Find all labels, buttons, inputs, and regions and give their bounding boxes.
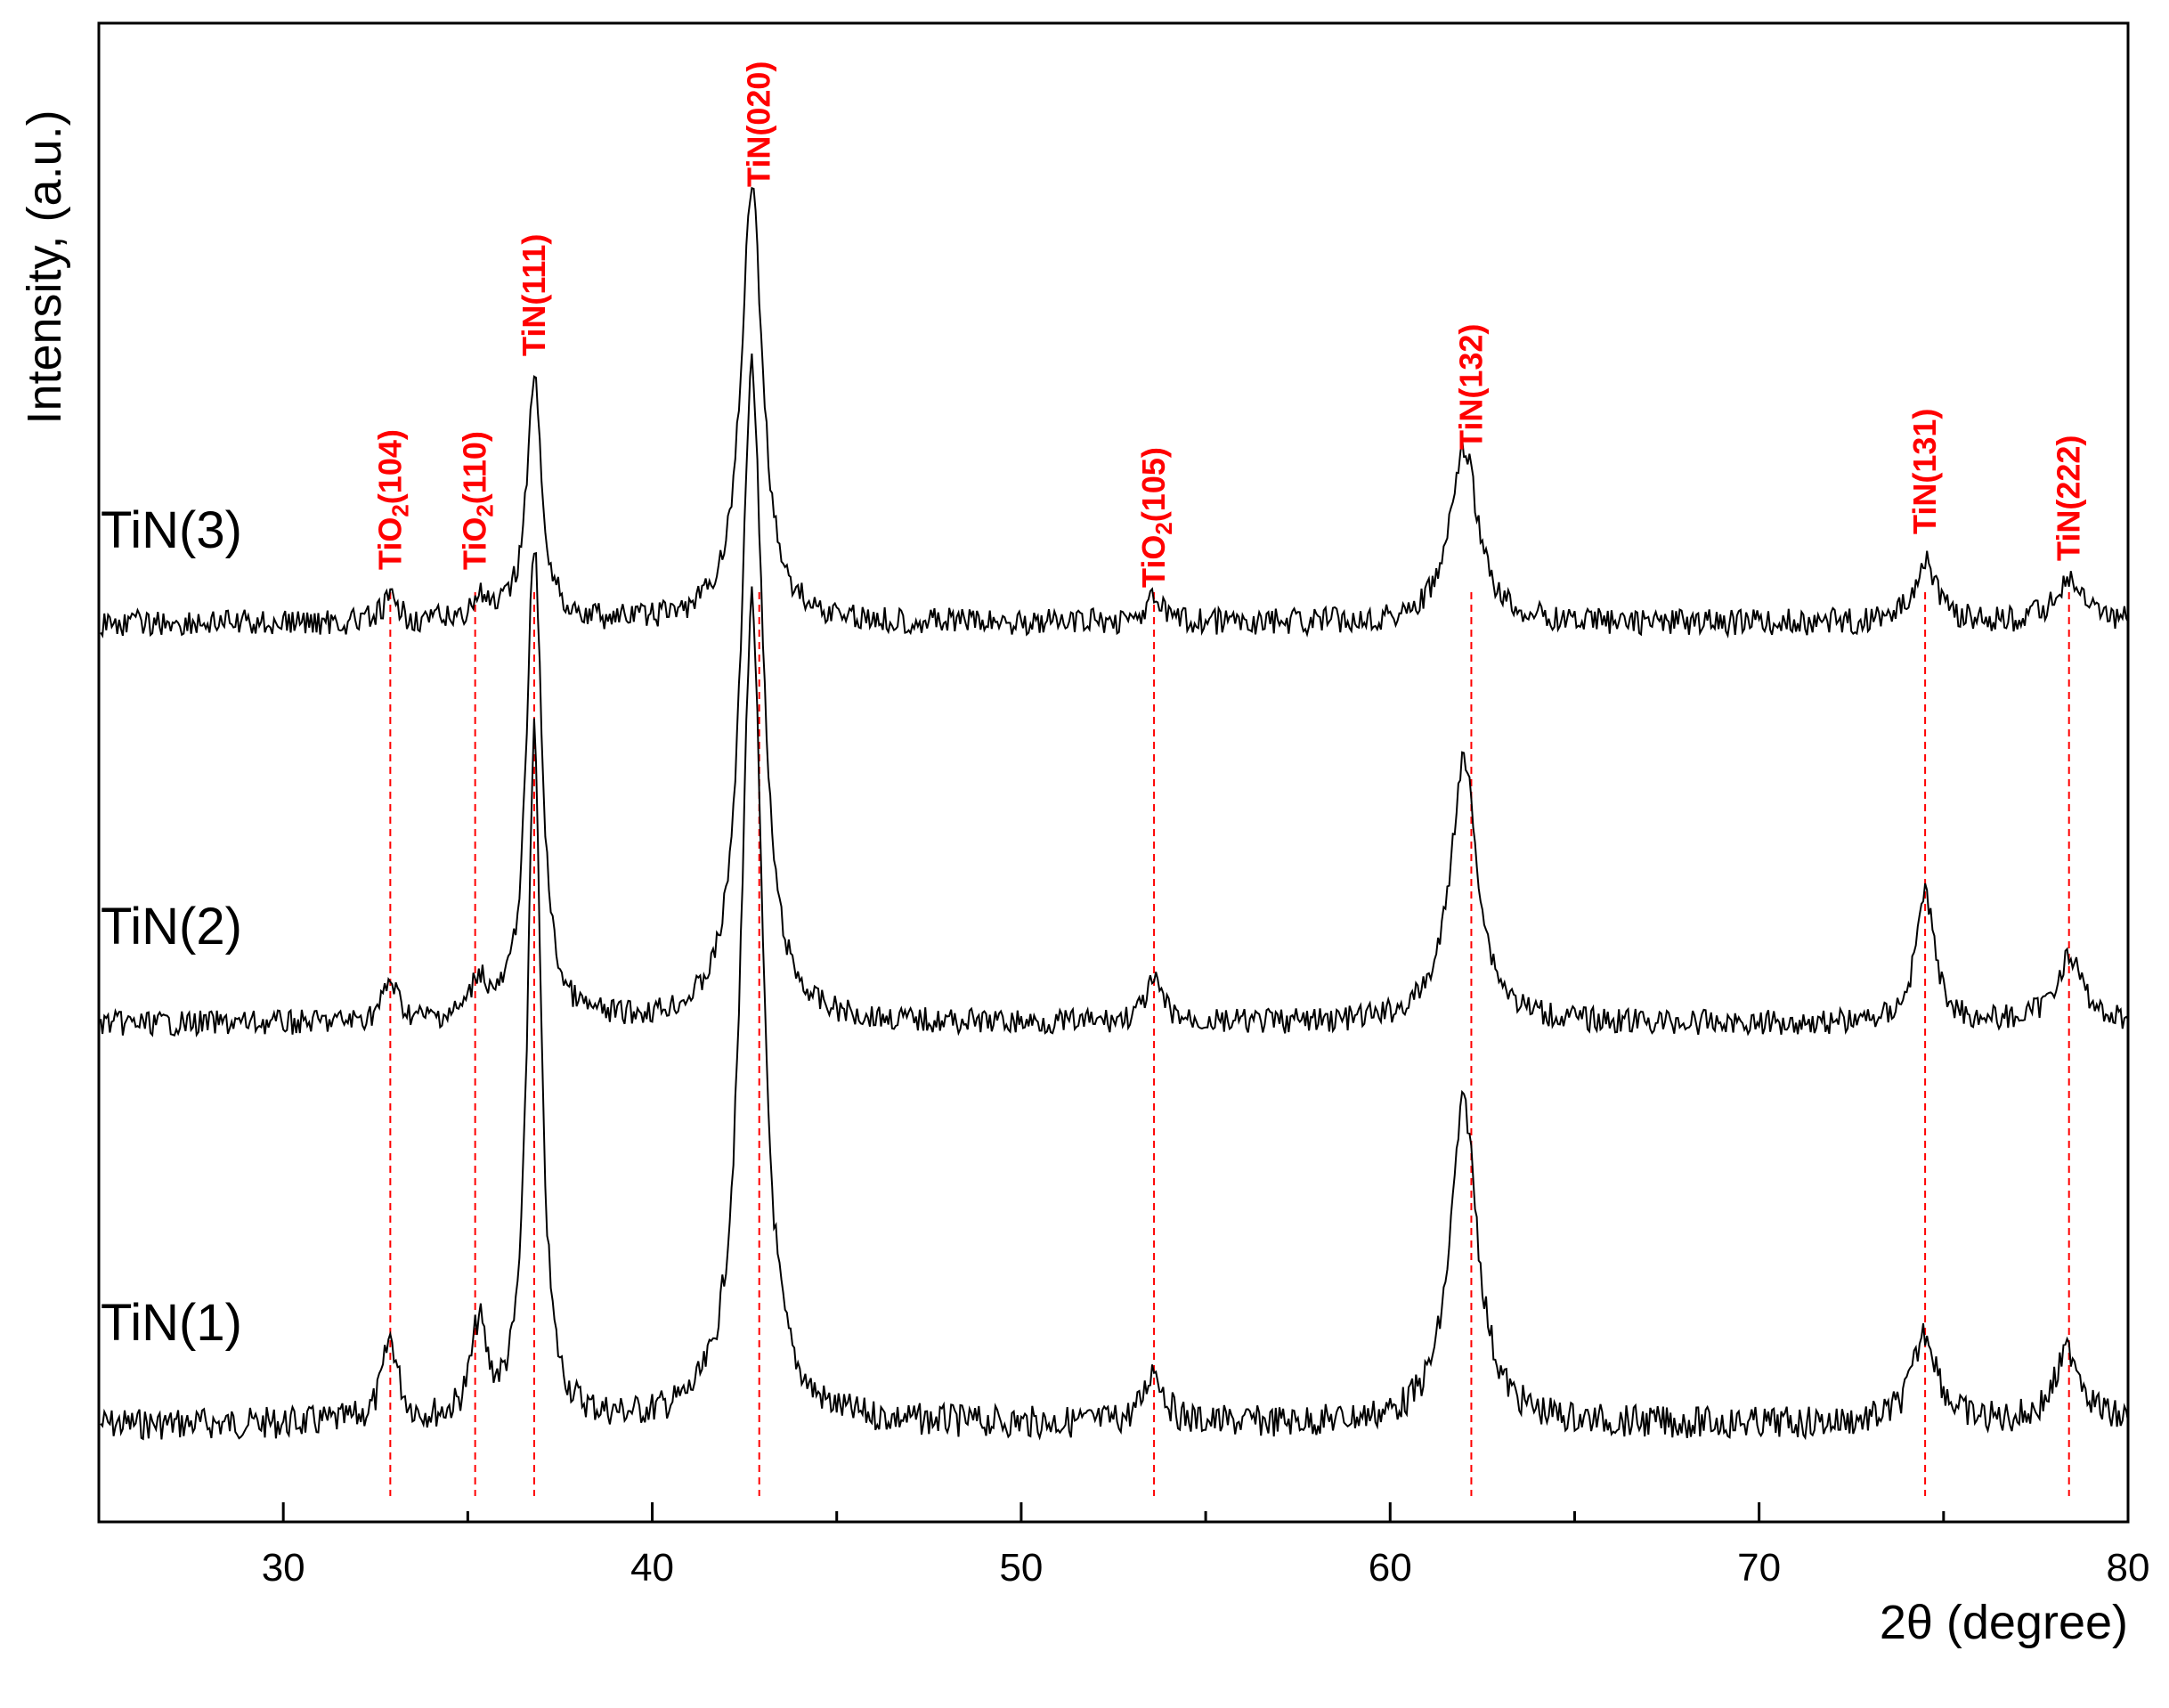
series-label: TiN(3)	[101, 501, 242, 559]
peak-label: TiO2(110)	[457, 431, 499, 570]
y-axis-label: Intensity, (a.u.)	[18, 110, 71, 424]
x-tick-label: 80	[2107, 1546, 2150, 1590]
peak-label: TiN(131)	[1906, 409, 1943, 534]
x-tick-label: 50	[999, 1546, 1043, 1590]
series-traces	[100, 186, 2129, 1441]
series-labels: TiN(1) TiN(2) TiN(3)	[101, 501, 242, 1352]
series-line-1	[100, 586, 2129, 1441]
x-axis-label: 2θ (degree)	[1880, 1596, 2128, 1649]
series-label: TiN(2)	[101, 898, 242, 956]
peak-label: TiN(222)	[2051, 435, 2087, 561]
plot-frame	[97, 21, 2130, 1524]
peak-label: TiO2(105)	[1135, 447, 1177, 588]
x-tick-label: 60	[1369, 1546, 1412, 1590]
reference-lines	[389, 592, 2070, 1496]
x-tick-label: 70	[1737, 1546, 1781, 1590]
x-tick-label: 30	[262, 1546, 305, 1590]
peak-label: TiN(111)	[516, 234, 552, 356]
peak-label: TiO2(104)	[371, 429, 413, 570]
peak-annotations: TiO2(104) TiO2(110) TiN(111) TiN(020) TiO2(1…	[371, 61, 2086, 588]
series-label: TiN(1)	[101, 1294, 242, 1352]
peak-label: TiN(020)	[741, 61, 777, 187]
series-line-2	[100, 354, 2129, 1038]
peak-label: TiN(132)	[1452, 324, 1489, 450]
x-axis-ticks: 30 40 50 60 70 80	[262, 1502, 2150, 1590]
x-tick-label: 40	[630, 1546, 674, 1590]
series-line-3	[100, 186, 2129, 639]
